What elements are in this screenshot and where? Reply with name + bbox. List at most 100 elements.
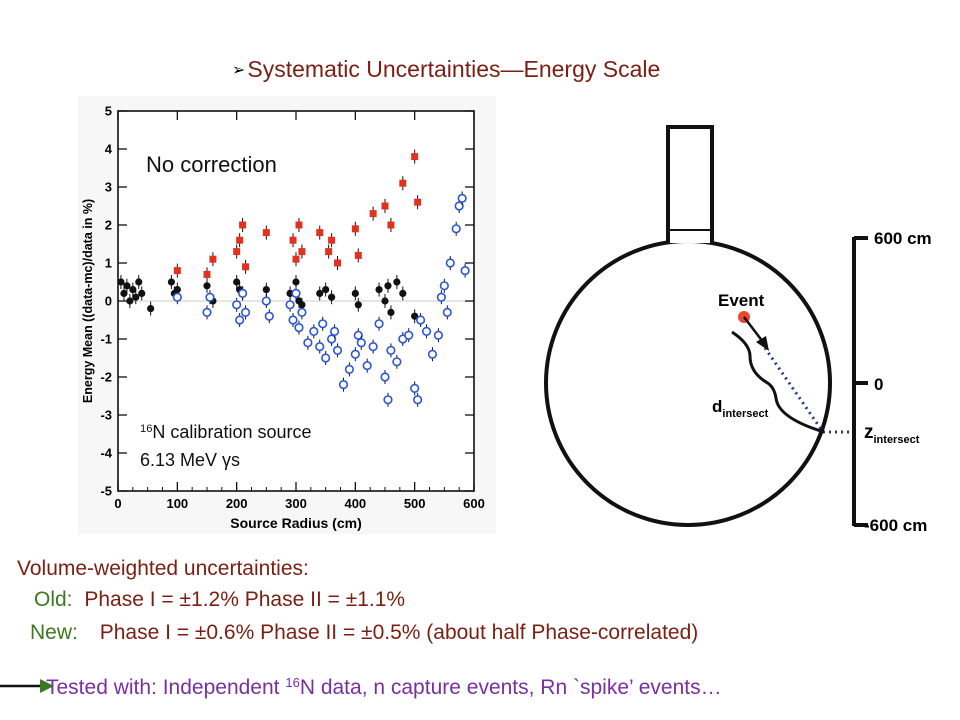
point-blue-circle: [445, 258, 455, 268]
point-black-circle: [117, 278, 125, 286]
point-red-square: [414, 198, 422, 206]
event-arrowhead-icon: [756, 336, 769, 351]
detector-sphere: [544, 239, 832, 527]
x-tick-label: 400: [344, 496, 366, 511]
energy-label: 6.13 MeV γs: [140, 450, 241, 470]
new-label: New:: [30, 621, 78, 644]
point-black-circle: [129, 286, 137, 294]
y-tick-label: -3: [100, 408, 112, 423]
y-tick-label: -4: [100, 446, 112, 461]
point-red-square: [354, 251, 362, 259]
detector-diagram: Event dintersect 600 cm 0 -600 cm zinter…: [544, 125, 932, 535]
source-label: 16N calibration source: [140, 422, 312, 443]
y-tick-label: -1: [100, 332, 112, 347]
point-blue-circle: [205, 292, 215, 302]
y-tick-label: 3: [105, 180, 112, 195]
point-red-square: [289, 236, 297, 244]
point-black-circle: [393, 278, 401, 286]
point-black-circle: [354, 301, 362, 309]
point-blue-circle: [297, 307, 307, 317]
point-red-square: [316, 229, 324, 237]
event-label: Event: [718, 291, 765, 310]
point-blue-circle: [288, 315, 298, 325]
chart-annotation: No correction: [146, 152, 277, 177]
energy-scale-chart: 0 100 200 300 400 500 600 -5 -4 -3 -2 -1 0 1 2 3 4 5 Sour…: [78, 96, 496, 534]
point-blue-circle: [294, 323, 304, 333]
arrow-head-icon: [40, 679, 54, 693]
point-blue-circle: [172, 292, 182, 302]
point-blue-circle: [264, 311, 274, 321]
data-points: [117, 149, 470, 407]
point-blue-circle: [436, 292, 446, 302]
point-red-square: [242, 263, 250, 271]
point-black-circle: [292, 278, 300, 286]
point-black-circle: [135, 278, 143, 286]
tested-sup: 16: [285, 675, 300, 690]
point-blue-circle: [318, 319, 328, 329]
point-blue-circle: [309, 326, 319, 336]
source-label-text: N calibration source: [152, 422, 312, 442]
x-tick-label: 200: [226, 496, 248, 511]
point-red-square: [325, 248, 333, 256]
point-black-circle: [123, 282, 131, 290]
point-black-circle: [167, 278, 175, 286]
point-blue-circle: [460, 266, 470, 276]
distance-brace: [731, 330, 825, 434]
point-black-circle: [126, 297, 134, 305]
point-black-circle: [381, 297, 389, 305]
point-blue-circle: [368, 342, 378, 352]
old-uncertainty-row: Old: Phase I = ±1.2% Phase II = ±1.1%: [34, 588, 405, 612]
scale-bottom-label: -600 cm: [864, 516, 927, 535]
source-label-sup: 16: [140, 422, 153, 435]
point-blue-circle: [410, 383, 420, 394]
point-red-square: [351, 225, 359, 233]
point-blue-circle: [386, 345, 396, 355]
point-red-square: [298, 248, 306, 256]
point-blue-circle: [454, 201, 464, 211]
point-blue-circle: [332, 345, 343, 355]
point-blue-circle: [416, 315, 426, 325]
point-black-circle: [384, 282, 392, 290]
old-label: Old:: [34, 588, 73, 611]
scale-top-label: 600 cm: [874, 229, 932, 248]
point-black-circle: [399, 289, 407, 297]
tested-with-line: Tested with: Independent 16N data, n cap…: [46, 675, 722, 700]
point-blue-circle: [238, 288, 248, 298]
point-blue-circle: [457, 193, 467, 203]
tested-arrow-icon: [0, 679, 54, 693]
tested-rest: N data, n capture events, Rn `spike’ eve…: [299, 676, 722, 700]
point-red-square: [173, 267, 181, 275]
new-uncertainty-row: New: Phase I = ±0.6% Phase II = ±0.5% (a…: [30, 621, 698, 645]
point-blue-circle: [392, 357, 402, 367]
point-black-circle: [132, 293, 140, 301]
point-black-circle: [375, 286, 383, 294]
point-black-circle: [316, 289, 324, 297]
point-black-circle: [138, 289, 146, 297]
point-black-circle: [262, 286, 270, 294]
d-symbol: d: [712, 397, 722, 416]
point-red-square: [328, 236, 336, 244]
point-black-circle: [322, 286, 330, 294]
x-axis-label: Source Radius (cm): [230, 515, 361, 531]
point-blue-circle: [433, 330, 444, 340]
d-intersect-label: dintersect: [712, 397, 769, 420]
point-blue-circle: [439, 281, 449, 291]
point-blue-circle: [380, 372, 390, 382]
x-tick-label: 300: [285, 496, 307, 511]
y-tick-label: 2: [105, 218, 112, 233]
direction-dotted-line: [763, 347, 825, 433]
tested-prefix: Tested with: Independent: [46, 676, 286, 700]
point-red-square: [381, 202, 389, 210]
point-blue-circle: [327, 334, 337, 344]
x-tick-label: 600: [463, 496, 485, 511]
point-blue-circle: [202, 307, 212, 317]
x-tick-label: 500: [404, 496, 426, 511]
y-tick-label: 4: [105, 142, 113, 157]
new-values: Phase I = ±0.6% Phase II = ±0.5% (about …: [99, 621, 699, 644]
point-red-square: [295, 221, 303, 229]
point-red-square: [292, 255, 300, 263]
x-tick-label: 0: [114, 496, 121, 511]
point-red-square: [233, 248, 241, 256]
y-axis-label: Energy Mean ((data-mc)/data in %): [81, 199, 95, 403]
point-black-circle: [120, 289, 128, 297]
